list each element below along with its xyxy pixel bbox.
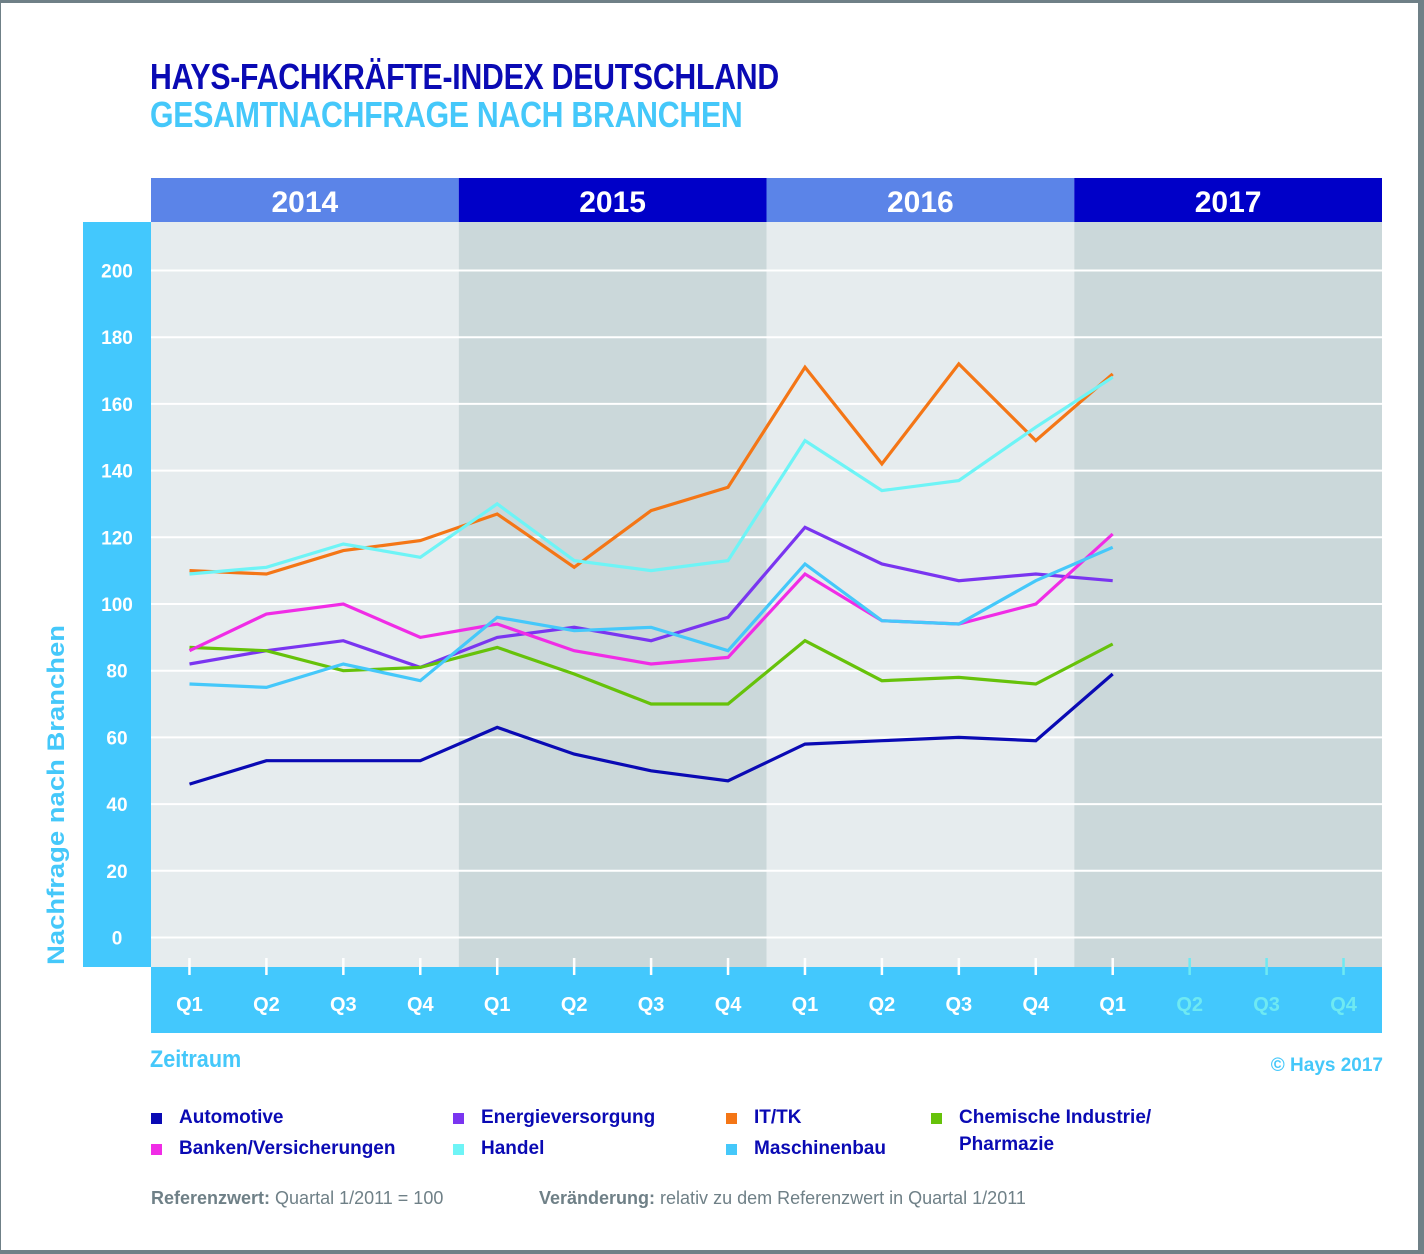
- series-line-chemische-industrie-pharmazie: [189, 638, 1114, 706]
- y-tick-label: 120: [101, 528, 133, 549]
- series-line-it-tk: [189, 361, 1114, 576]
- legend-label: Automotive: [179, 1107, 284, 1128]
- footnote-reference: Referenzwert: Quartal 1/2011 = 100: [151, 1188, 443, 1209]
- x-tick-label: Q1: [176, 994, 203, 1016]
- year-band: 2014 2015 2016 2017: [151, 178, 1382, 222]
- frame-border-top: [0, 0, 1424, 3]
- year-header-2017: [1074, 178, 1382, 222]
- year-header-2016: [766, 178, 1075, 222]
- y-tick-label: 40: [106, 795, 127, 816]
- legend-swatch: [151, 1113, 162, 1124]
- y-tick-label: 180: [101, 328, 133, 349]
- x-tick-label: Q3: [946, 994, 973, 1016]
- series-line-maschinenbau: [189, 545, 1114, 690]
- plot-background: [151, 222, 1382, 967]
- x-tick-label: Q2: [253, 994, 280, 1016]
- year-label-2015: 2015: [579, 186, 646, 219]
- year-label-2014: 2014: [272, 186, 339, 219]
- x-axis-label: Zeitraum: [150, 1046, 242, 1073]
- y-tick-label: 200: [101, 262, 133, 283]
- legend-item-automotive: Automotive: [151, 1107, 284, 1131]
- legend-swatch: [726, 1144, 737, 1155]
- copyright: © Hays 2017: [1270, 1055, 1383, 1076]
- frame-border-right: [1418, 0, 1424, 1254]
- frame-border-left: [0, 0, 1, 1254]
- legend-item-handel: Handel: [453, 1138, 544, 1162]
- y-tick-label: 20: [106, 862, 127, 883]
- series-line-handel: [189, 375, 1114, 576]
- y-tick-label: 0: [112, 929, 123, 950]
- legend-swatch: [453, 1144, 464, 1155]
- year-header-2014: [151, 178, 459, 222]
- footnote-change-value: relativ zu dem Referenzwert in Quartal 1…: [660, 1188, 1026, 1208]
- x-tick-label: Q2: [869, 994, 896, 1016]
- chart-title: HAYS-FACHKRÄFTE-INDEX DEUTSCHLAND: [150, 56, 779, 97]
- legend-item-ittk: IT/TK: [726, 1107, 802, 1131]
- footnote-reference-value: Quartal 1/2011 = 100: [275, 1188, 444, 1208]
- footnote-change: Veränderung: relativ zu dem Referenzwert…: [539, 1188, 1026, 1209]
- x-tick-label: Q4: [715, 994, 743, 1016]
- year-label-2017: 2017: [1195, 186, 1262, 219]
- x-tick-label: Q4: [407, 994, 435, 1016]
- plot-column-2014: [151, 222, 459, 967]
- y-axis: 0 20 40 60 80 100 120 140 160 180 200: [83, 222, 151, 967]
- legend-label: Chemische Industrie/ Pharmazie: [959, 1107, 1152, 1155]
- legend-item-chemie: Chemische Industrie/ Pharmazie: [931, 1107, 1189, 1158]
- x-tick-label: Q1: [484, 994, 511, 1016]
- x-tick-label: Q3: [1253, 994, 1280, 1016]
- legend-label: Energieversorgung: [481, 1107, 656, 1128]
- x-tick-label: Q2: [561, 994, 588, 1016]
- year-label-2016: 2016: [887, 186, 954, 219]
- legend-label: Maschinenbau: [754, 1138, 886, 1159]
- x-axis: Q1 Q2 Q3 Q4 Q1 Q2 Q3 Q4 Q1 Q2 Q3 Q4 Q1 Q2 Q3 Q4: [151, 958, 1382, 1033]
- legend-label: Banken/Versicherungen: [179, 1138, 396, 1159]
- legend-label: IT/TK: [754, 1107, 802, 1128]
- legend-label: Handel: [481, 1138, 545, 1159]
- y-tick-label: 160: [101, 395, 133, 416]
- legend-item-maschinenbau: Maschinenbau: [726, 1138, 886, 1162]
- legend-item-energieversorgung: Energieversorgung: [453, 1107, 655, 1131]
- legend-item-banken: Banken/Versicherungen: [151, 1138, 395, 1162]
- x-tick-label: Q3: [330, 994, 357, 1016]
- y-tick-label: 140: [101, 462, 133, 483]
- x-tick-label: Q2: [1176, 994, 1203, 1016]
- x-axis-band: [151, 967, 1382, 1033]
- series-lines: [188, 361, 1114, 786]
- plot-column-2017: [1074, 222, 1382, 967]
- series-line-automotive: [189, 672, 1114, 786]
- legend: Automotive Banken/Versicherungen Energie…: [151, 1107, 1251, 1178]
- gridlines: [151, 269, 1382, 939]
- x-tick-label: Q1: [792, 994, 819, 1016]
- chart-subtitle: GESAMTNACHFRAGE NACH BRANCHEN: [150, 94, 743, 135]
- frame-border-bottom: [0, 1250, 1424, 1254]
- x-tick-label: Q1: [1099, 994, 1126, 1016]
- y-tick-label: 100: [101, 595, 133, 616]
- legend-swatch: [453, 1113, 464, 1124]
- legend-swatch: [151, 1144, 162, 1155]
- legend-swatch: [931, 1113, 942, 1124]
- x-tick-label: Q4: [1022, 994, 1050, 1016]
- series-line-energieversorgung: [189, 525, 1113, 670]
- plot-column-2016: [766, 222, 1075, 967]
- year-header-2015: [458, 178, 767, 222]
- y-axis-band: [83, 222, 151, 967]
- y-tick-label: 60: [106, 728, 127, 749]
- plot-column-2015: [458, 222, 767, 967]
- legend-swatch: [726, 1113, 737, 1124]
- y-axis-label: Nachfrage nach Branchen: [43, 625, 70, 965]
- y-tick-label: 80: [106, 662, 127, 683]
- x-tick-label: Q4: [1330, 994, 1358, 1016]
- x-tick-label: Q3: [638, 994, 665, 1016]
- footnote-change-label: Veränderung:: [539, 1188, 656, 1208]
- footnote-reference-label: Referenzwert:: [151, 1188, 271, 1208]
